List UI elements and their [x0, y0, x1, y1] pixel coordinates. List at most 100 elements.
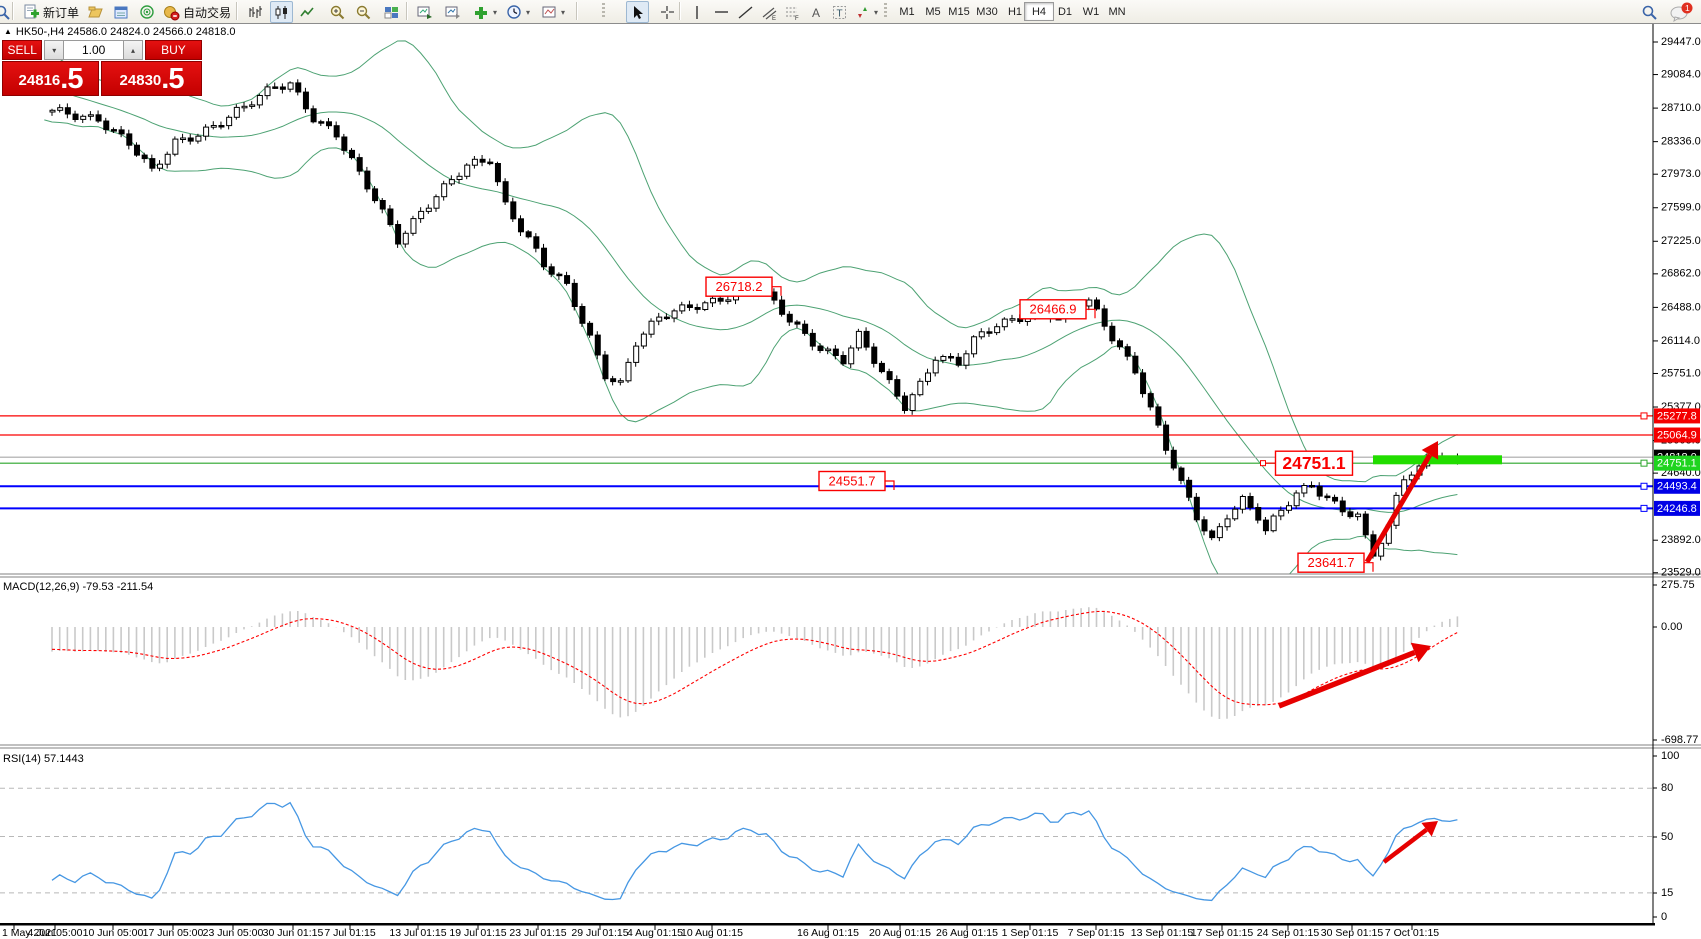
macd-axis-tick: 275.75 — [1661, 579, 1695, 591]
annotation-label-26466.9[interactable]: 26466.9 — [1019, 299, 1096, 320]
hline-handle[interactable] — [1640, 412, 1648, 420]
time-tick-label: 23 Jun 05:00 — [203, 927, 264, 939]
time-tick-label: 16 Aug 01:15 — [797, 927, 859, 939]
timeframe-MN[interactable]: MN — [1108, 5, 1126, 18]
time-tick-label: 7 Sep 01:15 — [1068, 927, 1125, 939]
search-icon[interactable] — [1638, 1, 1661, 23]
price-level-label: 25064.9 — [1657, 429, 1697, 441]
price-tick: 27599.0 — [1661, 202, 1701, 214]
timeframe-D1[interactable]: D1 — [1057, 5, 1073, 18]
timeframe-H4[interactable]: H4 — [1024, 2, 1054, 21]
annotation-label-24551.7[interactable]: 24551.7 — [818, 470, 895, 492]
vertical-line-button[interactable] — [686, 1, 709, 23]
edge-magnifier-icon[interactable] — [0, 1, 14, 23]
price-tick: 23892.0 — [1661, 534, 1701, 546]
buy-price-display[interactable]: 24830.5 — [101, 61, 202, 96]
trendline-button[interactable] — [734, 1, 757, 23]
macd-signal-line — [51, 610, 1458, 706]
zoom-in-icon[interactable] — [326, 1, 349, 23]
svg-text:T: T — [837, 8, 843, 19]
auto-trading-button[interactable]: 自动交易 — [160, 1, 234, 23]
auto-arrange-icon[interactable] — [413, 1, 436, 23]
timeframe-M5[interactable]: M5 — [925, 5, 941, 18]
sell-button[interactable]: SELL — [2, 40, 43, 60]
price-level-label: 25277.8 — [1657, 410, 1697, 422]
timeframe-H1[interactable]: H1 — [1007, 5, 1023, 18]
time-tick-label: 7 Jul 01:15 — [324, 927, 376, 939]
time-tick-label: 1 Sep 01:15 — [1002, 927, 1059, 939]
macd-label: MACD(12,26,9) -79.53 -211.54 — [3, 581, 153, 593]
svg-text:E: E — [772, 16, 776, 21]
timeframe-M30[interactable]: M30 — [976, 5, 998, 18]
support-zone-rectangle[interactable] — [1373, 455, 1502, 465]
price-level-label: 24246.8 — [1657, 503, 1697, 515]
tile-windows-icon[interactable] — [380, 1, 403, 23]
time-tick-label: 1 May 2021 — [2, 927, 57, 939]
rsi-axis-tick: 80 — [1661, 782, 1673, 794]
price-tick: 29084.0 — [1661, 68, 1701, 80]
time-tick-label: 24 Sep 01:15 — [1257, 927, 1320, 939]
symbol-ohlc-text: HK50-,H4 24586.0 24824.0 24566.0 24818.0 — [15, 26, 236, 38]
equidistant-channel-button[interactable]: E — [758, 1, 781, 23]
price-tick: 29447.0 — [1661, 36, 1701, 48]
crosshair-button[interactable] — [656, 1, 679, 23]
timeframe-M15[interactable]: M15 — [948, 5, 970, 18]
hline-handle[interactable] — [1640, 482, 1648, 490]
navigator-icon[interactable] — [136, 1, 159, 23]
svg-text:26466.9: 26466.9 — [1030, 302, 1077, 317]
timeframe-M1[interactable]: M1 — [899, 5, 915, 18]
time-tick-label: 10 Jun 05:00 — [83, 927, 144, 939]
periods-dropdown[interactable]: ▾ — [503, 1, 533, 23]
time-tick-label: 30 Sep 01:15 — [1321, 927, 1384, 939]
time-tick-label: 17 Sep 01:15 — [1191, 927, 1254, 939]
text-button[interactable]: A — [805, 1, 828, 23]
toolbar-separator — [12, 2, 14, 20]
symbol-info-line: ▲ HK50-,H4 24586.0 24824.0 24566.0 24818… — [4, 26, 236, 38]
svg-text:26718.2: 26718.2 — [716, 279, 763, 294]
annotation-label-26718.2[interactable]: 26718.2 — [705, 276, 782, 297]
indicators-dropdown[interactable]: ▾ — [470, 1, 500, 23]
price-tick: 25751.0 — [1661, 367, 1701, 379]
hline-handle[interactable] — [1640, 459, 1648, 467]
cascade-windows-icon[interactable] — [441, 1, 464, 23]
volume-decrease-button[interactable]: ▾ — [44, 40, 65, 60]
annotation-label-23641.7[interactable]: 23641.7 — [1297, 552, 1374, 573]
time-tick-label: 7 Oct 01:15 — [1385, 927, 1439, 939]
zoom-out-icon[interactable] — [352, 1, 375, 23]
line-chart-icon[interactable] — [296, 1, 319, 23]
candlestick-chart-icon[interactable] — [270, 1, 293, 23]
price-axis[interactable]: 29447.0 29084.0 28710.0 28336.0 27973.0 27599… — [1653, 36, 1701, 579]
buy-button[interactable]: BUY — [144, 40, 202, 60]
rsi-trend-arrow[interactable] — [1382, 821, 1438, 864]
arrows-dropdown[interactable]: ▾ — [851, 1, 881, 23]
svg-text:1: 1 — [1685, 3, 1690, 13]
bar-chart-icon[interactable] — [244, 1, 267, 23]
text-label-button[interactable]: T — [828, 1, 851, 23]
macd-axis-tick: 0.00 — [1661, 621, 1682, 633]
macd-axis-tick: -698.77 — [1661, 734, 1698, 746]
profiles-icon[interactable] — [84, 1, 107, 23]
toolbar-grip — [602, 3, 605, 19]
svg-text:F: F — [795, 16, 799, 21]
volume-increase-button[interactable]: ▴ — [123, 40, 143, 60]
annotation-label-24751.1[interactable]: 24751.1 — [1260, 450, 1354, 476]
hline-handle[interactable] — [1640, 504, 1648, 512]
market-watch-icon[interactable] — [110, 1, 133, 23]
volume-input[interactable] — [64, 40, 124, 60]
sell-price-display[interactable]: 24816.5 — [2, 61, 100, 96]
time-tick-label: 4 Jun 05:00 — [28, 927, 83, 939]
macd-trend-arrow[interactable] — [1277, 642, 1431, 709]
time-tick-label: 19 Jul 01:15 — [449, 927, 506, 939]
templates-dropdown[interactable]: ▾ — [538, 1, 568, 23]
price-level-label: 24751.1 — [1657, 458, 1697, 470]
new-order-button[interactable]: 新订单 — [20, 1, 82, 23]
cursor-button[interactable] — [626, 1, 649, 23]
horizontal-line-button[interactable] — [710, 1, 733, 23]
notifications-icon[interactable]: 1 — [1666, 1, 1698, 23]
timeframe-W1[interactable]: W1 — [1082, 5, 1100, 18]
bollinger-bands — [44, 40, 1458, 574]
bullish-trend-arrow[interactable] — [1364, 441, 1439, 564]
fibonacci-button[interactable]: F — [781, 1, 804, 23]
